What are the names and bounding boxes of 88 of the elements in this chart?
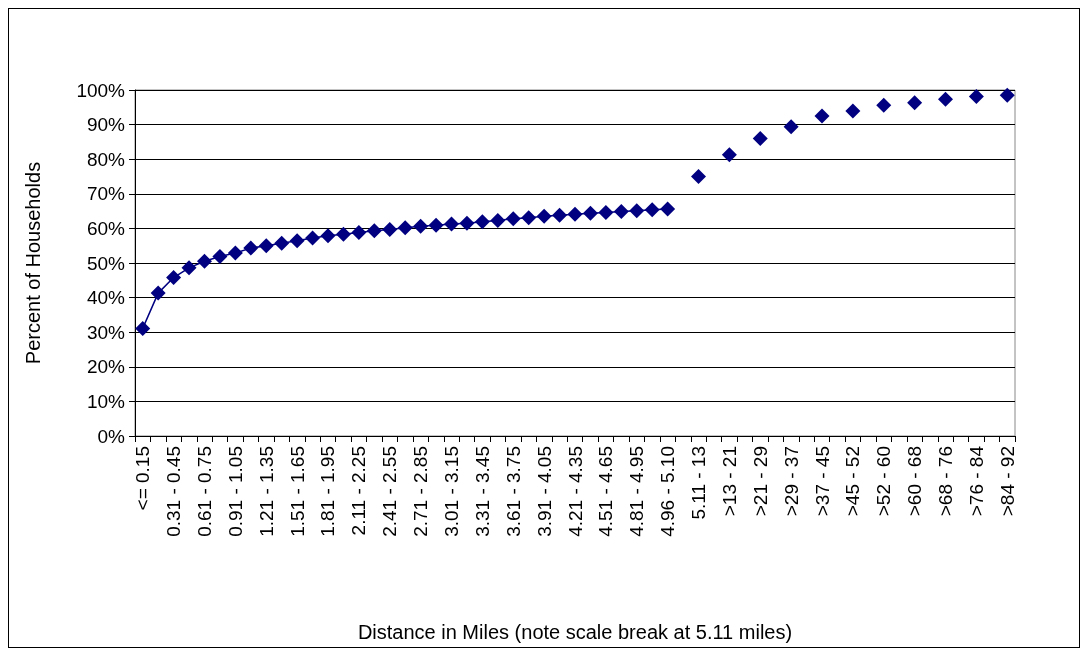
x-tick-label: >76 - 84: [965, 445, 987, 517]
x-tick-label: 4.51 - 4.65: [595, 446, 617, 537]
x-tick-label: >84 - 92: [996, 446, 1018, 517]
point: [382, 221, 398, 237]
x-tick-label: 1.21 - 1.35: [255, 446, 277, 537]
x-tick-label: 0.61 - 0.75: [193, 446, 215, 537]
x-tick-label: 3.31 - 3.45: [471, 446, 493, 537]
point: [474, 214, 490, 230]
x-tick-label: 5.11 - 13: [688, 446, 710, 520]
x-tick-label: >45 - 52: [842, 446, 864, 517]
point: [366, 223, 382, 239]
point: [397, 220, 413, 236]
y-tick-label: 0%: [97, 425, 126, 447]
point: [644, 202, 660, 218]
point: [814, 108, 830, 124]
point: [629, 203, 645, 219]
x-tick-label: >29 - 37: [780, 446, 802, 517]
point: [521, 210, 537, 226]
x-tick-label: 1.81 - 1.95: [317, 446, 339, 537]
point: [428, 217, 444, 233]
point: [335, 226, 351, 242]
y-tick-label: 60%: [86, 217, 126, 239]
y-tick-label: 40%: [86, 287, 126, 309]
point: [196, 253, 212, 269]
point: [305, 230, 321, 246]
y-tick-label: 30%: [86, 321, 126, 343]
point: [613, 203, 629, 219]
y-tick-label: 20%: [86, 356, 126, 378]
point: [227, 245, 243, 261]
point: [274, 235, 290, 251]
point: [536, 208, 552, 224]
x-axis-title: Distance in Miles (note scale break at 5.11 miles): [357, 621, 793, 643]
x-tick-label: 2.41 - 2.55: [379, 446, 401, 537]
point: [243, 240, 259, 256]
x-tick-label: 4.81 - 4.95: [626, 446, 648, 537]
y-axis-title: Percent of Households: [22, 161, 44, 365]
point: [660, 201, 676, 217]
y-tick-label: 80%: [86, 148, 126, 170]
x-tick-label: 2.71 - 2.85: [410, 446, 432, 537]
point: [459, 215, 475, 231]
point: [567, 206, 583, 222]
point: [938, 91, 954, 107]
x-tick-label: 3.91 - 4.05: [533, 446, 555, 537]
point: [752, 130, 768, 146]
point: [258, 238, 274, 254]
point: [598, 204, 614, 220]
point: [552, 207, 568, 223]
x-tick-label: 3.01 - 3.15: [440, 446, 462, 537]
point: [166, 270, 182, 286]
x-tick-label: >60 - 68: [904, 446, 926, 517]
y-tick-label: 10%: [86, 390, 126, 412]
point: [582, 205, 598, 221]
x-tick-label: >21 - 29: [749, 446, 771, 517]
y-tick-label: 70%: [86, 183, 126, 205]
x-tick-label: 1.51 - 1.65: [286, 446, 308, 537]
point: [351, 225, 367, 241]
x-tick-label: 0.91 - 1.05: [224, 446, 246, 537]
x-tick-label: <= 0.15: [132, 446, 154, 511]
point: [443, 216, 459, 232]
point: [907, 95, 923, 111]
point: [505, 211, 521, 227]
x-tick-label: 4.96 - 5.10: [657, 446, 679, 537]
y-tick-label: 50%: [86, 252, 126, 274]
point: [968, 89, 984, 105]
x-tick-label: >52 - 60: [873, 446, 895, 517]
x-tick-label: 0.31 - 0.45: [163, 446, 185, 537]
point: [845, 103, 861, 119]
x-tick-label: 2.11 - 2.25: [348, 446, 370, 536]
point: [783, 119, 799, 135]
point: [135, 320, 151, 336]
y-tick-label: 90%: [86, 114, 126, 136]
point: [876, 97, 892, 113]
point: [320, 228, 336, 244]
x-tick-label: >37 - 45: [811, 446, 833, 517]
point: [721, 147, 737, 163]
x-tick-label: >68 - 76: [935, 446, 957, 517]
point: [289, 233, 305, 249]
point: [490, 212, 506, 228]
point: [212, 248, 228, 264]
point: [181, 260, 197, 276]
y-tick-label: 100%: [76, 79, 126, 101]
point: [150, 285, 166, 301]
point: [413, 218, 429, 234]
x-tick-label: 3.61 - 3.75: [502, 446, 524, 537]
point: [691, 169, 707, 184]
point: [999, 87, 1015, 103]
x-tick-label: >13 - 21: [718, 446, 740, 517]
x-tick-label: 4.21 - 4.35: [564, 446, 586, 537]
